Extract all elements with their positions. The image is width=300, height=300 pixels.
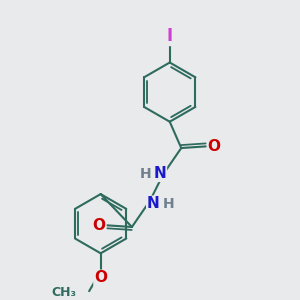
Text: O: O: [208, 139, 220, 154]
Text: I: I: [167, 27, 173, 45]
Text: H: H: [140, 167, 152, 181]
Text: N: N: [147, 196, 160, 211]
Text: CH₃: CH₃: [51, 286, 76, 299]
Text: O: O: [94, 271, 107, 286]
Text: H: H: [162, 197, 174, 211]
Text: O: O: [92, 218, 106, 233]
Text: N: N: [154, 166, 166, 181]
